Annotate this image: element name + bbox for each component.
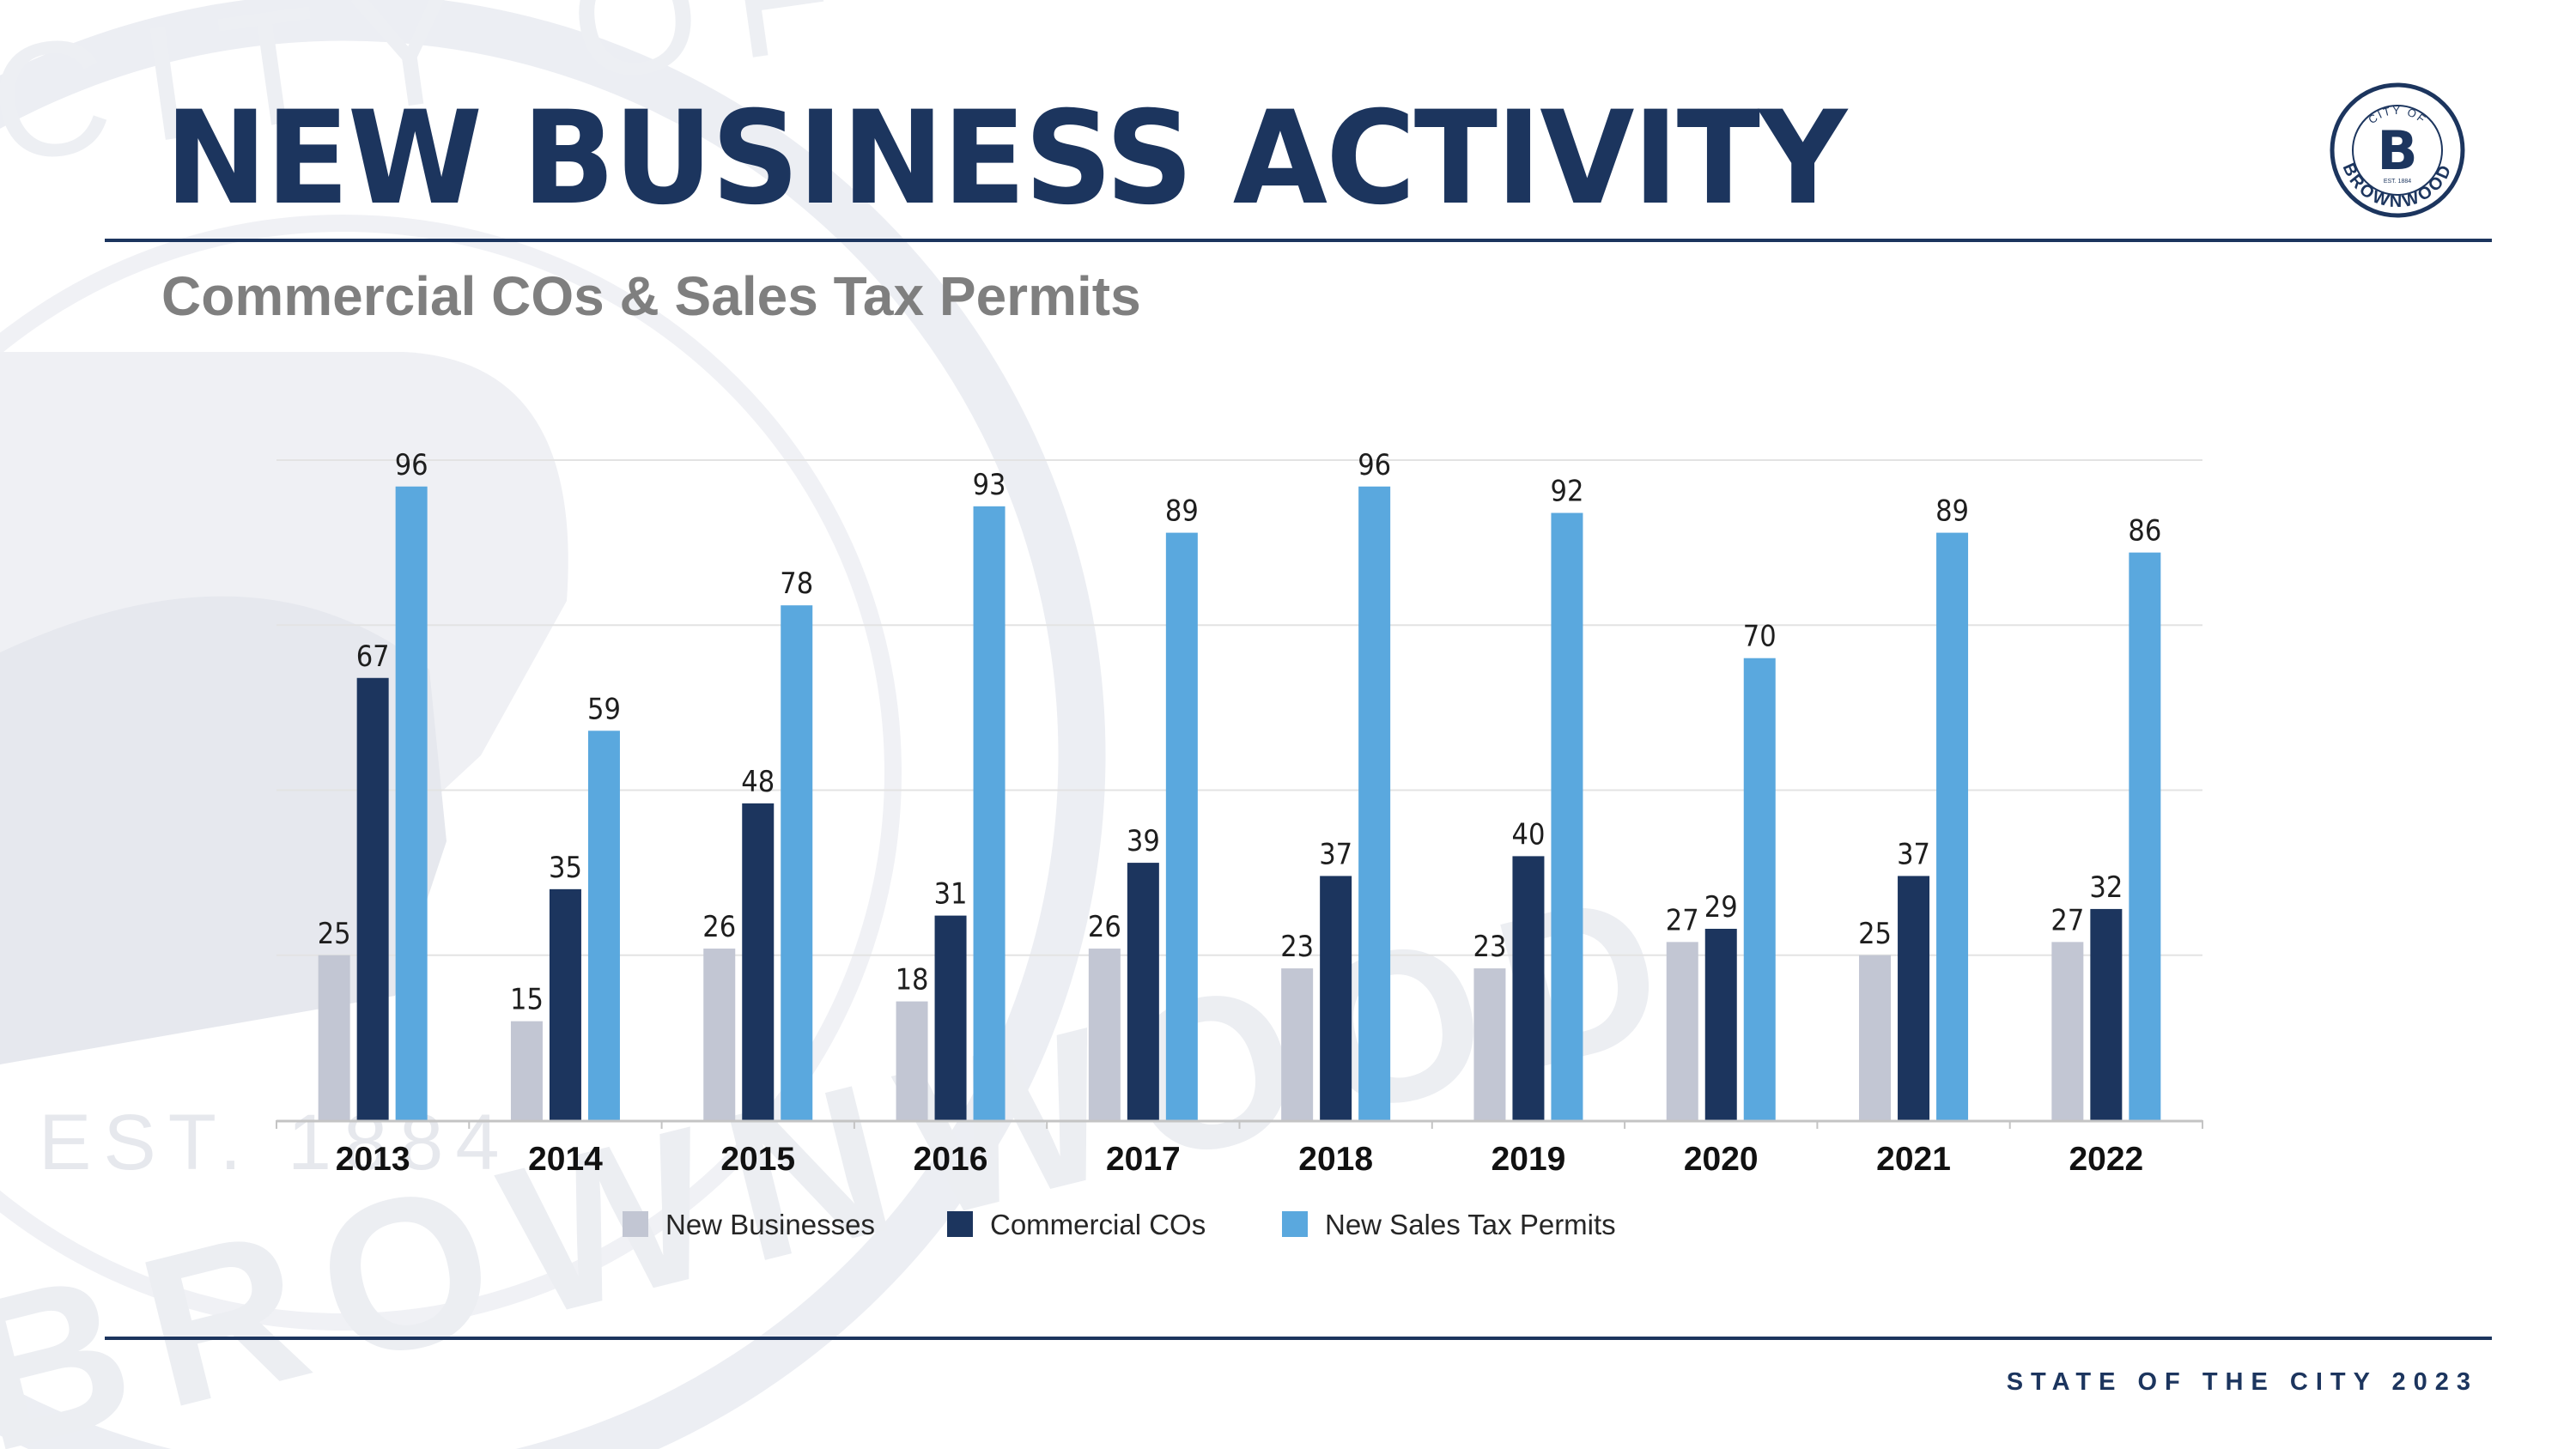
bar-new-sales-tax-permits-2015 <box>781 605 813 1120</box>
seal-emblem-shape <box>0 596 447 1064</box>
data-label-new-businesses-2014: 15 <box>510 983 544 1017</box>
data-label-new-businesses-2019: 23 <box>1473 930 1506 964</box>
data-label-new-businesses-2022: 27 <box>2050 903 2084 937</box>
data-label-new-sales-tax-permits-2021: 89 <box>1935 494 1969 529</box>
chart-value-labels: 25 67 96 15 35 59 26 48 78 18 31 93 26 39 89 23 37 96 23 40… <box>318 448 2162 1017</box>
logo-inner-ring <box>2352 105 2443 196</box>
data-label-new-sales-tax-permits-2013: 96 <box>395 448 428 482</box>
data-label-commercial-cos-2016: 31 <box>934 877 968 912</box>
seal-inner-ring <box>0 215 902 1331</box>
bar-new-businesses-2016 <box>896 1001 928 1120</box>
seal-outer-ring <box>0 0 1106 1449</box>
legend-swatch-commercial-cos <box>947 1211 973 1237</box>
data-label-commercial-cos-2017: 39 <box>1127 824 1160 858</box>
x-tick-label-2016: 2016 <box>914 1141 988 1178</box>
bar-new-sales-tax-permits-2014 <box>587 731 620 1120</box>
x-tick-label-2022: 2022 <box>2069 1141 2143 1178</box>
bar-new-businesses-2017 <box>1088 949 1121 1120</box>
logo-letter: B <box>2377 119 2417 182</box>
data-label-new-businesses-2013: 25 <box>318 917 351 951</box>
bar-new-businesses-2020 <box>1666 942 1698 1120</box>
data-label-new-sales-tax-permits-2016: 93 <box>973 468 1006 502</box>
data-label-commercial-cos-2019: 40 <box>1511 817 1545 852</box>
legend-label-new-sales-tax-permits: New Sales Tax Permits <box>1325 1209 1616 1240</box>
bar-new-sales-tax-permits-2017 <box>1165 532 1198 1120</box>
legend-swatch-new-sales-tax-permits <box>1282 1211 1308 1237</box>
x-tick-label-2018: 2018 <box>1298 1141 1373 1178</box>
data-label-new-businesses-2015: 26 <box>702 910 736 944</box>
data-label-commercial-cos-2015: 48 <box>741 765 775 799</box>
data-label-commercial-cos-2021: 37 <box>1897 837 1930 871</box>
bar-new-businesses-2015 <box>703 949 736 1120</box>
logo-est-text: EST. 1884 <box>2384 179 2411 185</box>
data-label-new-sales-tax-permits-2022: 86 <box>2128 514 2161 549</box>
legend-label-commercial-cos: Commercial COs <box>990 1209 1206 1240</box>
bar-new-businesses-2019 <box>1473 968 1506 1120</box>
bar-new-sales-tax-permits-2021 <box>1936 532 1969 1120</box>
bar-new-businesses-2021 <box>1859 955 1892 1120</box>
bar-commercial-cos-2020 <box>1704 928 1737 1120</box>
x-tick-label-2020: 2020 <box>1684 1141 1759 1178</box>
header-divider <box>105 239 2492 242</box>
bar-commercial-cos-2014 <box>549 888 581 1120</box>
bar-new-sales-tax-permits-2016 <box>973 506 1005 1120</box>
data-label-new-businesses-2020: 27 <box>1666 903 1699 937</box>
bar-commercial-cos-2022 <box>2090 908 2123 1120</box>
data-label-new-businesses-2018: 23 <box>1280 930 1314 964</box>
data-label-new-sales-tax-permits-2020: 70 <box>1743 620 1777 654</box>
bar-new-businesses-2018 <box>1281 968 1314 1120</box>
data-label-commercial-cos-2013: 67 <box>356 640 390 674</box>
data-label-commercial-cos-2022: 32 <box>2089 870 2123 905</box>
bar-new-businesses-2022 <box>2051 942 2084 1120</box>
page-subtitle: Commercial COs & Sales Tax Permits <box>161 265 1141 327</box>
bar-commercial-cos-2013 <box>356 677 389 1120</box>
bar-commercial-cos-2018 <box>1320 876 1352 1120</box>
footer-text: STATE OF THE CITY 2023 <box>2006 1368 2478 1396</box>
data-label-commercial-cos-2020: 29 <box>1704 890 1738 925</box>
x-tick-label-2013: 2013 <box>336 1141 410 1178</box>
x-tick-label-2014: 2014 <box>528 1141 603 1178</box>
data-label-commercial-cos-2018: 37 <box>1319 837 1352 871</box>
footer-divider <box>105 1337 2492 1340</box>
data-label-new-sales-tax-permits-2014: 59 <box>587 692 621 726</box>
x-tick-label-2015: 2015 <box>720 1141 795 1178</box>
bar-new-businesses-2013 <box>318 955 350 1120</box>
bar-commercial-cos-2016 <box>934 915 967 1120</box>
x-tick-label-2017: 2017 <box>1106 1141 1181 1178</box>
bar-new-sales-tax-permits-2020 <box>1743 658 1776 1120</box>
bar-new-sales-tax-permits-2019 <box>1551 512 1583 1120</box>
data-label-commercial-cos-2014: 35 <box>549 851 582 885</box>
data-label-new-businesses-2016: 18 <box>896 963 929 997</box>
bar-commercial-cos-2021 <box>1898 876 1930 1120</box>
data-label-new-sales-tax-permits-2018: 96 <box>1358 448 1391 482</box>
bar-commercial-cos-2019 <box>1512 856 1545 1120</box>
legend-label-new-businesses: New Businesses <box>665 1209 875 1240</box>
bar-new-sales-tax-permits-2022 <box>2129 552 2161 1120</box>
bar-commercial-cos-2015 <box>742 803 775 1120</box>
data-label-new-businesses-2017: 26 <box>1088 910 1121 944</box>
data-label-new-sales-tax-permits-2015: 78 <box>780 567 813 601</box>
chart-bars <box>318 486 2161 1120</box>
bar-new-businesses-2014 <box>510 1021 543 1120</box>
chart-legend: New Businesses Commercial COs New Sales Ta… <box>623 1209 1616 1240</box>
data-label-new-sales-tax-permits-2017: 89 <box>1165 494 1199 529</box>
bar-new-sales-tax-permits-2013 <box>395 486 428 1120</box>
x-tick-label-2019: 2019 <box>1492 1141 1566 1178</box>
chart-x-axis: 2013 2014 2015 2016 2017 2018 2019 2020 2021 2022 <box>276 1119 2203 1178</box>
logo-outer-ring <box>2330 82 2465 218</box>
bar-commercial-cos-2017 <box>1127 863 1159 1120</box>
x-tick-label-2021: 2021 <box>1876 1141 1951 1178</box>
data-label-new-sales-tax-permits-2019: 92 <box>1550 475 1583 509</box>
city-logo: CITY OF B EST. 1884 BROWNWOOD <box>2330 82 2465 218</box>
bar-new-sales-tax-permits-2018 <box>1358 486 1391 1120</box>
page-title: NEW BUSINESS ACTIVITY <box>165 84 1847 233</box>
legend-swatch-new-businesses <box>623 1211 648 1237</box>
data-label-new-businesses-2021: 25 <box>1858 917 1892 951</box>
